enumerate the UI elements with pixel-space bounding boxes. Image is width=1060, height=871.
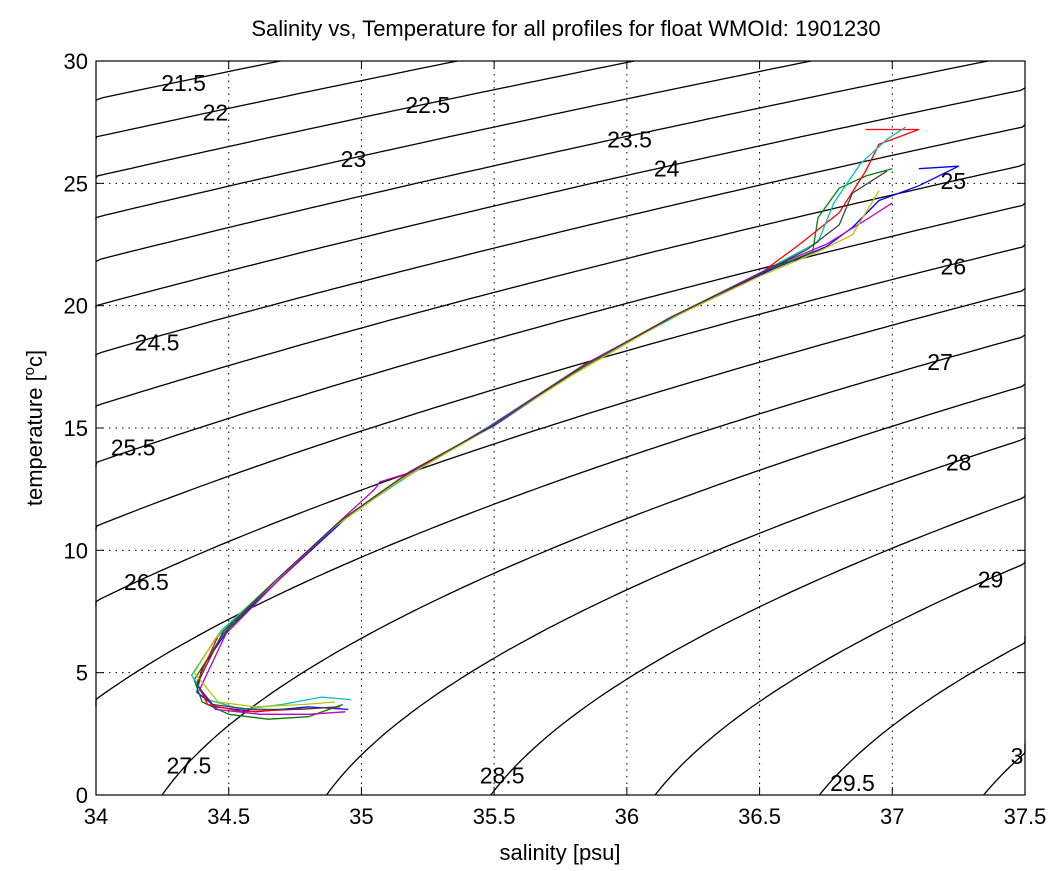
x-tick-label: 34	[84, 804, 108, 829]
y-axis-label-start: temperature [	[22, 375, 47, 506]
density-contour-label: 26	[941, 254, 967, 280]
x-tick-label: 34.5	[207, 804, 250, 829]
density-contour-line	[95, 60, 812, 220]
density-contour-line	[95, 60, 281, 101]
y-tick-label: 5	[76, 661, 88, 686]
x-tick-label: 37.5	[1004, 804, 1047, 829]
y-tick-label: 25	[64, 171, 88, 196]
density-contour-label: 3	[1011, 743, 1024, 769]
y-tick-label: 10	[64, 538, 88, 563]
density-contours	[95, 60, 1026, 796]
density-contour-line	[95, 60, 989, 263]
x-ticks: 34 34.5 35 35.5 36 36.5 37 37.5	[84, 61, 1047, 829]
density-contour-label: 23	[341, 146, 367, 172]
density-contour-label: 27.5	[167, 753, 212, 779]
profile-line	[196, 170, 888, 711]
density-contour-label: 24	[654, 156, 680, 182]
chart-title: Salinity vs, Temperature for all profile…	[251, 16, 880, 41]
density-contour-line	[654, 560, 1026, 796]
density-contour-line	[95, 163, 1026, 409]
density-contour-line	[490, 494, 1026, 796]
x-tick-label: 37	[880, 804, 904, 829]
density-contour-label: 21.5	[161, 70, 206, 96]
profile-line	[193, 190, 880, 708]
profile-line	[193, 168, 893, 720]
profile-line	[196, 128, 920, 713]
density-contour-line	[161, 383, 1026, 796]
y-axis-label-degree: o	[21, 367, 38, 375]
profile-line	[190, 126, 906, 711]
density-contour-line	[95, 244, 1026, 531]
x-tick-label: 36.5	[738, 804, 781, 829]
density-contour-line	[95, 334, 1026, 707]
density-contour-label: 29.5	[830, 770, 875, 796]
density-contour-line	[95, 124, 1026, 357]
density-contour-label: 23.5	[607, 126, 652, 152]
x-tick-label: 36	[615, 804, 639, 829]
x-axis-label: salinity [psu]	[499, 840, 620, 865]
density-contour-label: 28.5	[480, 762, 525, 788]
density-contour-line	[95, 60, 458, 140]
density-contour-line	[818, 636, 1026, 796]
density-contour-label: 22.5	[405, 92, 450, 118]
x-tick-label: 35.5	[473, 804, 516, 829]
density-contour-labels: 21.5 22 22.5 23 23.524 24.5 25 25.5 26 26.5 27 27.5…	[111, 70, 1024, 796]
y-ticks: 0 5 10 15 20 25 30	[64, 49, 1025, 808]
density-contour-line	[95, 287, 1026, 607]
density-contour-line	[325, 435, 1026, 796]
density-contour-label: 29	[978, 567, 1004, 593]
y-axis-label: temperature [oc]	[21, 350, 48, 506]
density-contour-label: 24.5	[135, 329, 180, 355]
y-tick-label: 20	[64, 294, 88, 319]
density-contour-label: 25.5	[111, 435, 156, 461]
density-contour-line	[95, 87, 1026, 309]
y-axis-label-end: c]	[22, 350, 47, 367]
density-contour-label: 28	[946, 449, 972, 475]
grid	[96, 61, 1025, 795]
y-tick-label: 30	[64, 49, 88, 74]
density-contour-label: 27	[927, 349, 953, 375]
y-tick-label: 15	[64, 416, 88, 441]
density-contour-line	[95, 60, 635, 179]
profile-series	[190, 126, 960, 720]
y-tick-label: 0	[76, 783, 88, 808]
density-contour-line	[95, 202, 1026, 468]
density-contour-label: 25	[941, 168, 967, 194]
x-tick-label: 35	[349, 804, 373, 829]
density-contour-label: 22	[203, 99, 229, 125]
density-contour-label: 26.5	[124, 569, 169, 595]
